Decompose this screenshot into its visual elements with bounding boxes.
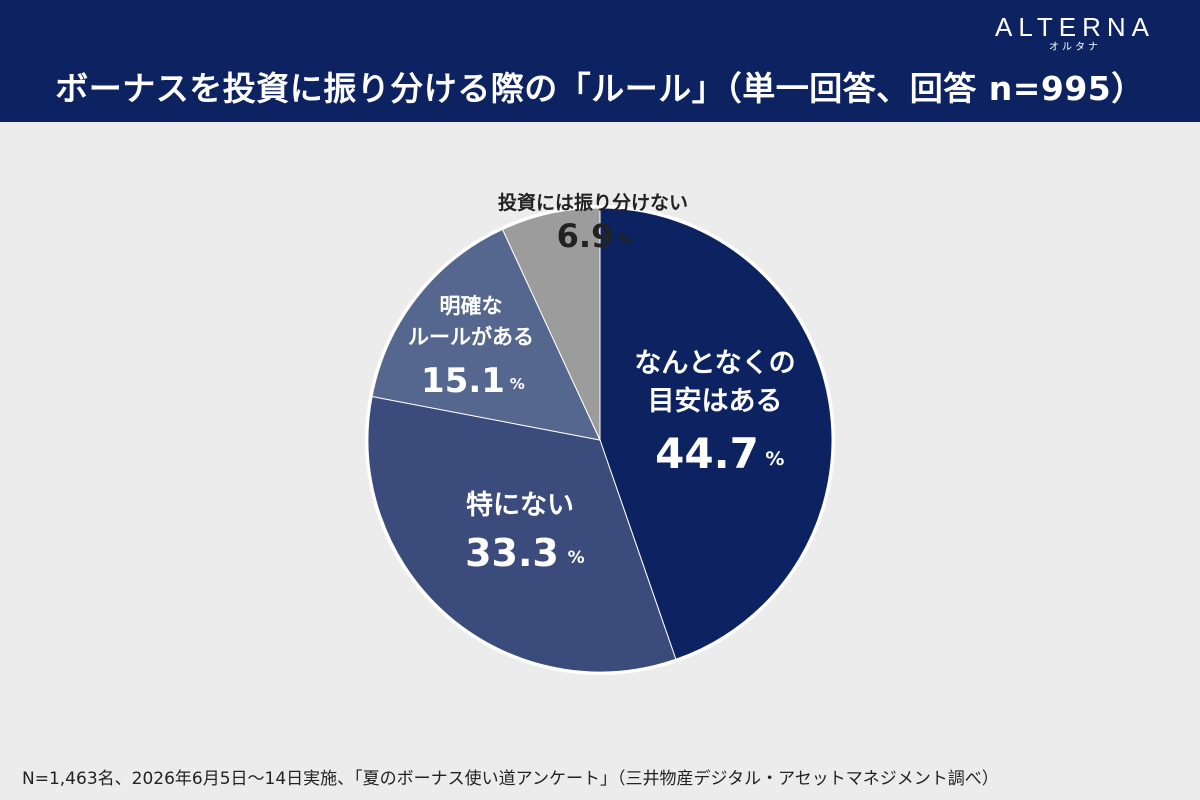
slice-value-2: 33.3 (465, 531, 559, 575)
slice-percent-sign-2: % (568, 548, 585, 568)
slice-label-4-line-1: 投資には振り分けない (498, 191, 688, 214)
slice-value-1: 44.7 (655, 429, 759, 478)
alterna-logo: ALTERNA オルタナ (970, 12, 1180, 54)
pie-slice-1 (599, 207, 833, 660)
slice-label-3-line-1: 明確な (440, 294, 503, 318)
pie-slice-4 (501, 207, 601, 441)
logo-katakana: オルタナ (1049, 42, 1101, 53)
footer-note: N=1,463名、2026年6月5日〜14日実施、「夏のボーナス使い道アンケート… (22, 769, 999, 789)
slice-label-group-4: 投資には振り分けない 6.9% (498, 191, 688, 255)
slice-label-group-2: 特にない 33.3% (465, 490, 585, 575)
chart-area: なんとなくの 目安はある 44.7% 特にない 33.3% 明確な ルールがある 15.1% 投… (0, 122, 1200, 742)
slice-percent-sign-3: % (510, 375, 525, 393)
logo-wordmark: ALTERNA (995, 12, 1155, 42)
slice-value-4: 6.9 (557, 217, 614, 255)
slice-label-2-line-1: 特にない (466, 490, 574, 521)
slice-value-3: 15.1 (421, 361, 505, 401)
pie-slice-2 (367, 395, 677, 673)
slice-label-1-line-2: 目安はある (648, 386, 783, 417)
pie-slice-3 (371, 228, 601, 441)
slice-label-3-line-2: ルールがある (408, 325, 534, 349)
chart-title: ボーナスを投資に振り分ける際の「ルール」（単一回答、回答 n=995） (55, 69, 1145, 108)
header-banner: ボーナスを投資に振り分ける際の「ルール」（単一回答、回答 n=995） ALTE… (0, 0, 1200, 122)
slice-percent-sign-1: % (765, 448, 784, 470)
slice-label-1-line-1: なんとなくの (634, 348, 795, 379)
slice-percent-sign-4: % (618, 232, 632, 248)
